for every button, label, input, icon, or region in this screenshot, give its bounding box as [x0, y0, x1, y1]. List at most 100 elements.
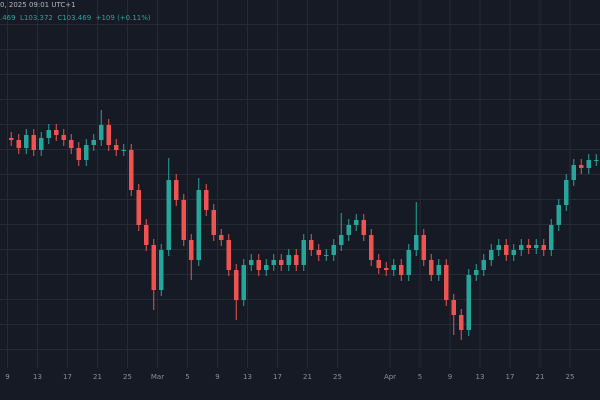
- candle-body: [414, 235, 419, 250]
- candle-body: [376, 260, 381, 268]
- x-tick-label: 9: [215, 373, 219, 381]
- candle-body: [474, 270, 479, 275]
- candle-body: [519, 245, 524, 250]
- candle-body: [76, 148, 81, 160]
- candle-body: [166, 180, 171, 250]
- candle-body: [586, 160, 591, 168]
- x-tick-label: Mar: [151, 373, 164, 381]
- x-tick-label: 25: [566, 373, 575, 381]
- candle-body: [481, 260, 486, 270]
- candle-body: [174, 180, 179, 200]
- x-tick-label: 9: [448, 373, 452, 381]
- candle-body: [226, 240, 231, 270]
- candle-body: [361, 220, 366, 235]
- candle-body: [211, 210, 216, 235]
- candle-body: [421, 235, 426, 260]
- candle-body: [279, 260, 284, 265]
- candle-body: [391, 265, 396, 270]
- candle-body: [511, 250, 516, 255]
- x-tick-label: 13: [33, 373, 42, 381]
- candle-body: [121, 150, 126, 151]
- x-tick-label: 13: [476, 373, 485, 381]
- x-tick-label: 21: [93, 373, 102, 381]
- candle-body: [286, 255, 291, 265]
- candle-body: [324, 255, 329, 256]
- candle-body: [571, 165, 576, 180]
- candle-body: [354, 220, 359, 225]
- candle-body: [496, 245, 501, 250]
- x-tick-label: 5: [185, 373, 189, 381]
- candle-body: [241, 265, 246, 300]
- candle-body: [46, 130, 51, 138]
- x-tick-label: 17: [63, 373, 72, 381]
- candle-body: [31, 135, 36, 150]
- candle-body: [181, 200, 186, 240]
- candle-body: [196, 190, 201, 260]
- candle-body: [99, 125, 104, 140]
- x-tick-label: 5: [418, 373, 422, 381]
- candle-body: [594, 160, 599, 161]
- candle-body: [301, 240, 306, 265]
- header-time: 0, 2025 09:01 UTC+1: [0, 1, 76, 9]
- candle-body: [541, 245, 546, 250]
- x-tick-label: Apr: [384, 373, 396, 381]
- candle-body: [69, 140, 74, 148]
- candle-body: [316, 250, 321, 255]
- candle-body: [526, 245, 531, 248]
- header-ohlc: .469 L103.372 C103.469 +109 (+0.11%): [0, 14, 151, 22]
- x-tick-label: 25: [333, 373, 342, 381]
- candle-body: [9, 138, 14, 140]
- candle-body: [256, 260, 261, 270]
- candle-body: [294, 255, 299, 265]
- candle-body: [249, 260, 254, 265]
- x-tick-label: 21: [303, 373, 312, 381]
- candle-body: [54, 130, 59, 135]
- candle-body: [16, 140, 21, 148]
- candle-body: [271, 260, 276, 265]
- x-tick-label: 17: [273, 373, 282, 381]
- candle-body: [91, 140, 96, 145]
- candle-body: [466, 275, 471, 330]
- candle-body: [406, 250, 411, 275]
- candle-body: [331, 245, 336, 255]
- candle-body: [549, 225, 554, 250]
- candle-body: [219, 235, 224, 240]
- candle-body: [84, 145, 89, 160]
- candle-body: [144, 225, 149, 245]
- candle-body: [384, 268, 389, 270]
- candle-body: [106, 125, 111, 145]
- candle-body: [61, 135, 66, 140]
- candle-body: [436, 265, 441, 275]
- candle-body: [189, 240, 194, 260]
- candle-body: [489, 250, 494, 260]
- candle-body: [309, 240, 314, 250]
- candle-body: [504, 245, 509, 255]
- x-tick-label: 9: [5, 373, 9, 381]
- x-tick-label: 13: [243, 373, 252, 381]
- candle-body: [444, 265, 449, 300]
- candle-body: [459, 315, 464, 330]
- candle-body: [264, 265, 269, 270]
- candle-body: [39, 138, 44, 150]
- candle-body: [429, 260, 434, 275]
- candle-body: [159, 250, 164, 290]
- candle-body: [151, 245, 156, 290]
- candle-body: [234, 270, 239, 300]
- candle-body: [24, 135, 29, 148]
- candle-body: [339, 235, 344, 245]
- candle-body: [564, 180, 569, 205]
- candle-body: [579, 165, 584, 168]
- candle-body: [534, 245, 539, 248]
- candle-body: [556, 205, 561, 225]
- x-tick-label: 17: [506, 373, 515, 381]
- candle-body: [399, 265, 404, 275]
- candle-body: [369, 235, 374, 260]
- candle-body: [451, 300, 456, 315]
- x-tick-label: 21: [536, 373, 545, 381]
- candle-body: [129, 150, 134, 190]
- x-tick-label: 25: [123, 373, 132, 381]
- candle-body: [136, 190, 141, 225]
- candle-body: [114, 145, 119, 150]
- candle-body: [204, 190, 209, 210]
